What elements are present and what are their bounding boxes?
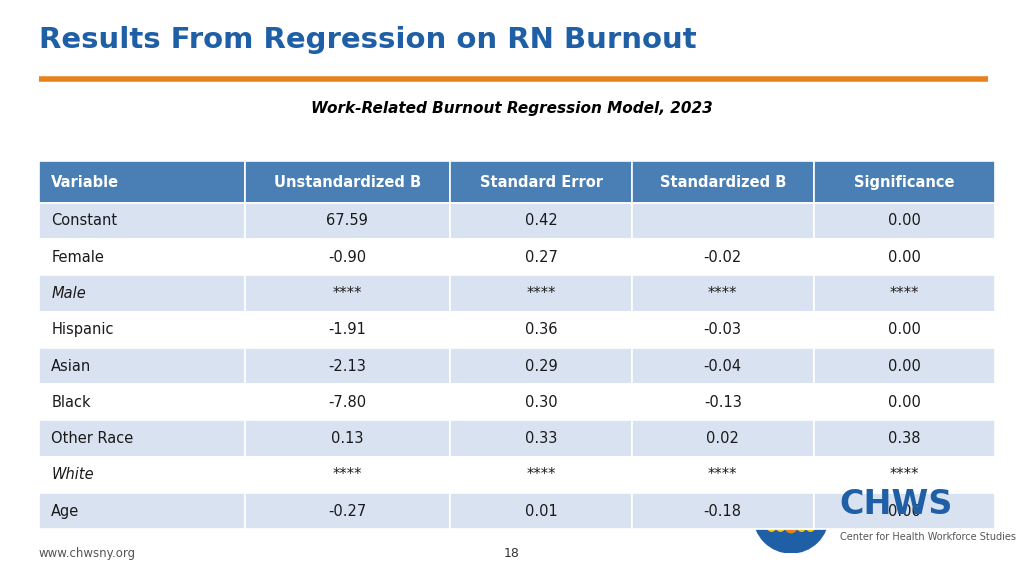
Circle shape — [782, 491, 800, 507]
Ellipse shape — [765, 509, 778, 531]
Text: Significance: Significance — [854, 175, 954, 190]
Text: Work-Related Burnout Regression Model, 2023: Work-Related Burnout Regression Model, 2… — [311, 101, 713, 116]
Text: 0.00: 0.00 — [888, 503, 921, 519]
Text: 0.00: 0.00 — [888, 395, 921, 410]
Text: 0.00: 0.00 — [888, 358, 921, 374]
Text: Unstandardized B: Unstandardized B — [273, 175, 421, 190]
Circle shape — [796, 496, 808, 509]
Text: -0.27: -0.27 — [329, 503, 367, 519]
Text: Black: Black — [51, 395, 91, 410]
Ellipse shape — [796, 509, 808, 531]
Text: -0.18: -0.18 — [703, 503, 741, 519]
Text: ****: **** — [333, 286, 362, 301]
Text: -0.02: -0.02 — [703, 249, 741, 265]
Text: -0.90: -0.90 — [329, 249, 367, 265]
Text: Center for Health Workforce Studies: Center for Health Workforce Studies — [840, 532, 1016, 542]
Text: 0.00: 0.00 — [888, 249, 921, 265]
Text: Male: Male — [51, 286, 86, 301]
Text: 0.13: 0.13 — [331, 431, 364, 446]
Text: -0.13: -0.13 — [703, 395, 741, 410]
Text: 0.27: 0.27 — [524, 249, 557, 265]
Text: 0.33: 0.33 — [525, 431, 557, 446]
Text: Age: Age — [51, 503, 80, 519]
Text: -2.13: -2.13 — [329, 358, 367, 374]
Text: ****: **** — [526, 467, 556, 483]
Text: 67.59: 67.59 — [327, 213, 369, 229]
Circle shape — [774, 496, 786, 509]
Text: ****: **** — [890, 467, 920, 483]
Text: Standard Error: Standard Error — [479, 175, 602, 190]
Ellipse shape — [782, 506, 800, 533]
Text: ****: **** — [708, 286, 737, 301]
Ellipse shape — [804, 509, 817, 531]
Text: www.chwsny.org: www.chwsny.org — [39, 547, 136, 560]
Text: 0.42: 0.42 — [524, 213, 557, 229]
Text: ****: **** — [526, 286, 556, 301]
Text: Results From Regression on RN Burnout: Results From Regression on RN Burnout — [39, 26, 696, 54]
Text: 0.38: 0.38 — [888, 431, 921, 446]
Text: ****: **** — [890, 286, 920, 301]
Text: -1.91: -1.91 — [329, 322, 367, 338]
Circle shape — [754, 478, 828, 553]
Text: 18: 18 — [504, 547, 520, 560]
Text: Variable: Variable — [51, 175, 120, 190]
Text: 0.00: 0.00 — [888, 213, 921, 229]
Text: Female: Female — [51, 249, 104, 265]
Text: CHWS: CHWS — [840, 487, 953, 521]
Text: 0.29: 0.29 — [524, 358, 557, 374]
Circle shape — [765, 496, 778, 509]
Text: -0.03: -0.03 — [703, 322, 741, 338]
Text: 0.01: 0.01 — [524, 503, 557, 519]
Text: Asian: Asian — [51, 358, 91, 374]
Text: Constant: Constant — [51, 213, 118, 229]
Text: ****: **** — [333, 467, 362, 483]
Text: White: White — [51, 467, 94, 483]
Text: Standardized B: Standardized B — [659, 175, 786, 190]
Text: -7.80: -7.80 — [329, 395, 367, 410]
Text: 0.00: 0.00 — [888, 322, 921, 338]
Text: 0.30: 0.30 — [524, 395, 557, 410]
Text: 0.36: 0.36 — [524, 322, 557, 338]
Ellipse shape — [774, 509, 786, 531]
Text: Other Race: Other Race — [51, 431, 133, 446]
Circle shape — [804, 496, 817, 509]
Text: -0.04: -0.04 — [703, 358, 741, 374]
Text: Hispanic: Hispanic — [51, 322, 114, 338]
Text: ****: **** — [708, 467, 737, 483]
Text: 0.02: 0.02 — [707, 431, 739, 446]
